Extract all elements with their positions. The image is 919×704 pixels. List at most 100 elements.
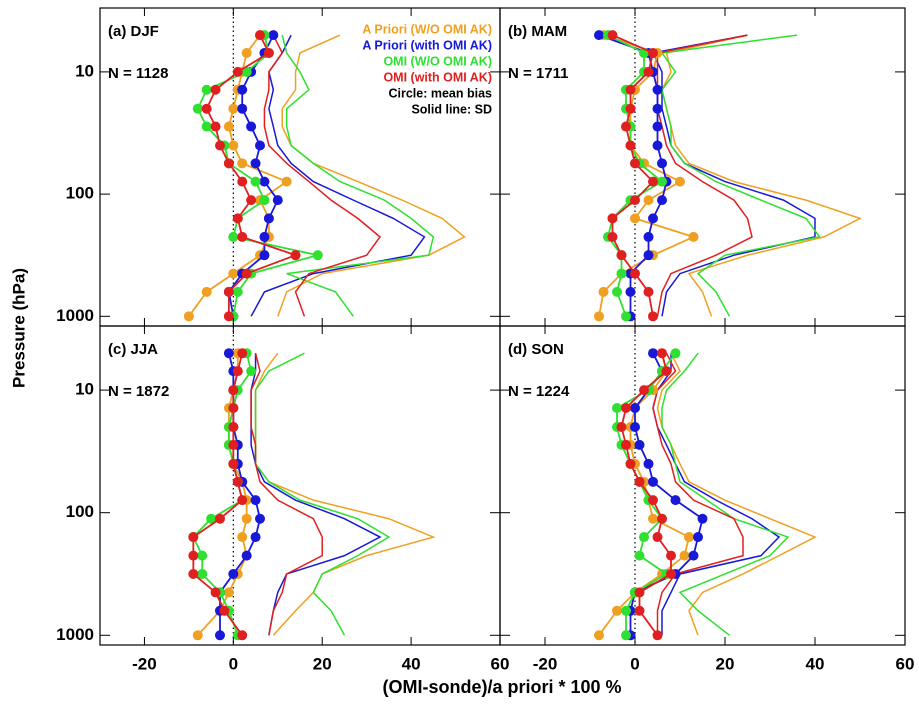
bias-point — [630, 213, 640, 224]
bias-point — [648, 476, 658, 487]
bias-line — [227, 34, 279, 317]
x-tick-label: 0 — [229, 654, 238, 673]
bias-point — [237, 630, 248, 641]
bias-point — [228, 140, 239, 151]
bias-point — [621, 630, 631, 641]
bias-point — [250, 495, 261, 506]
bias-point — [630, 403, 640, 414]
bias-point — [648, 213, 658, 224]
bias-point — [263, 213, 274, 224]
bias-point — [621, 121, 631, 132]
bias-point — [219, 605, 230, 616]
x-tick-label: 40 — [402, 654, 421, 673]
bias-point — [232, 66, 243, 77]
bias-point — [607, 30, 618, 41]
panel-title: (b) MAM — [508, 23, 567, 40]
bias-point — [634, 587, 645, 598]
panel-annotation: N = 1224 — [508, 383, 570, 400]
bias-point — [630, 422, 640, 433]
bias-point — [652, 630, 663, 641]
bias-point — [607, 213, 618, 224]
legend-note: Solid line: SD — [411, 102, 492, 116]
bias-point — [259, 250, 270, 261]
bias-point — [688, 550, 699, 561]
sd-line — [277, 34, 466, 317]
plot-area — [594, 8, 862, 326]
bias-line — [611, 34, 655, 317]
bias-point — [661, 366, 672, 377]
bias-point — [223, 121, 234, 132]
bias-point — [188, 550, 199, 561]
bias-point — [228, 103, 239, 114]
x-tick-label: 20 — [716, 654, 735, 673]
bias-point — [215, 140, 225, 151]
bias-point — [612, 286, 622, 297]
bias-point — [197, 550, 208, 561]
bias-point — [201, 84, 212, 95]
bias-point — [648, 513, 658, 524]
bias-point — [643, 231, 654, 242]
bias-point — [215, 513, 225, 524]
bias-point — [648, 176, 658, 187]
bias-point — [241, 513, 252, 524]
bias-point — [616, 250, 627, 261]
bias-point — [621, 311, 631, 322]
bias-point — [670, 495, 681, 506]
bias-point — [684, 532, 694, 543]
panel-title: (a) DJF — [108, 23, 159, 40]
bias-point — [670, 348, 681, 359]
sd-line — [254, 352, 391, 636]
bias-point — [223, 286, 234, 297]
bias-point — [621, 403, 631, 414]
bias-point — [625, 286, 636, 297]
bias-point — [228, 385, 239, 396]
bias-point — [312, 250, 323, 261]
x-tick-label: 60 — [491, 654, 510, 673]
bias-point — [657, 158, 667, 169]
y-tick-label: 10 — [75, 380, 94, 399]
bias-point — [639, 385, 649, 396]
bias-point — [594, 630, 604, 641]
bias-point — [616, 268, 627, 279]
bias-point — [255, 513, 265, 524]
bias-point — [652, 103, 663, 114]
bias-point — [232, 213, 243, 224]
bias-point — [268, 30, 279, 41]
bias-point — [634, 476, 645, 487]
y-axis-label: Pressure (hPa) — [9, 268, 28, 388]
bias-point — [250, 176, 261, 187]
bias-point — [223, 587, 234, 598]
bias-point — [648, 495, 658, 506]
bias-point — [652, 84, 663, 95]
bias-point — [206, 513, 217, 524]
bias-point — [272, 195, 283, 206]
bias-point — [246, 195, 257, 206]
bias-line — [205, 34, 299, 317]
bias-point — [259, 176, 270, 187]
bias-point — [192, 103, 203, 114]
bias-point — [241, 47, 252, 58]
bias-point — [228, 268, 239, 279]
sd-line — [652, 352, 744, 636]
sd-line — [656, 34, 753, 317]
panel-annotation: N = 1128 — [108, 65, 168, 82]
bias-point — [241, 268, 252, 279]
bias-point — [201, 286, 212, 297]
bias-point — [630, 195, 640, 206]
bias-point — [625, 140, 636, 151]
bias-point — [290, 250, 301, 261]
bias-point — [237, 176, 248, 187]
bias-point — [598, 286, 609, 297]
bias-point — [241, 550, 252, 561]
panel-frame — [99, 325, 501, 646]
sd-line — [656, 352, 817, 636]
legend-entry: OMI (with OMI AK) — [383, 70, 492, 84]
y-tick-label: 100 — [66, 184, 94, 203]
bias-point — [643, 250, 654, 261]
bias-line — [197, 353, 248, 636]
sd-line — [250, 353, 323, 636]
bias-point — [237, 231, 248, 242]
bias-point — [643, 195, 654, 206]
panel-frame — [499, 325, 906, 646]
